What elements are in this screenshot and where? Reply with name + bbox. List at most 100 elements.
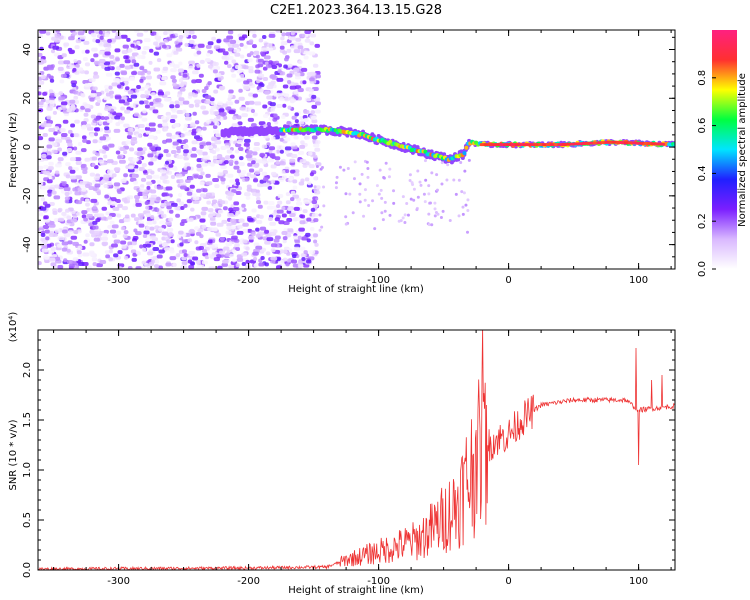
spectrogram-cell (305, 259, 312, 264)
spectrogram-cell (81, 93, 86, 98)
spectrogram-cell (74, 70, 80, 75)
spectrogram-cell (156, 185, 164, 190)
spectrogram-cell (247, 217, 254, 222)
spectrogram-cell (234, 149, 240, 154)
spectrogram-cell (309, 77, 315, 82)
spectrogram-cell (303, 199, 310, 204)
spectrogram-cell (298, 87, 304, 92)
spectrogram-cell (290, 154, 298, 159)
spectrogram-cell (159, 169, 167, 174)
spectrogram-cell (142, 195, 148, 200)
spectrogram-cell (228, 94, 233, 99)
spectrogram-cell (236, 169, 242, 174)
spectrogram-cell (75, 161, 82, 166)
spectrogram-cell (218, 108, 225, 113)
spectrogram-cell (258, 121, 266, 126)
spectrogram-cell (430, 223, 434, 227)
spectrogram-cell (145, 205, 150, 210)
spectrogram-cell (63, 60, 71, 65)
spectrogram-cell (208, 266, 215, 269)
spectrogram-cell (38, 165, 44, 170)
spectrogram-cell (136, 40, 141, 45)
spectrogram-cell (148, 122, 156, 127)
spectrogram-cell (92, 225, 99, 230)
spectrogram-cell (144, 200, 149, 205)
spectrogram-cell (149, 235, 156, 240)
spectrogram-cell (149, 226, 155, 231)
spectrogram-cell (183, 253, 188, 258)
spectrogram-cell (93, 230, 100, 235)
spectrogram-cell (50, 262, 57, 267)
spectrogram-y-label: Frequency (Hz) (8, 112, 19, 188)
spectrogram-cell (238, 96, 245, 101)
spectrogram-cell (213, 45, 221, 50)
spectrogram-cell (313, 185, 317, 189)
spectrogram-cell (220, 177, 226, 182)
spectrogram-cell (258, 38, 264, 43)
spectrogram-cell (220, 164, 227, 169)
spectrogram-cell (252, 191, 257, 196)
spectrogram-cell (239, 218, 244, 223)
spectrogram-cell (146, 181, 153, 186)
snr-background (38, 330, 675, 570)
spectrogram-cell (177, 68, 185, 73)
spectrogram-cell (388, 167, 392, 171)
spectrogram-cell (81, 214, 87, 219)
spectrogram-cell (303, 118, 309, 123)
spectrogram-cell (320, 166, 324, 170)
spectrogram-cell (74, 157, 82, 162)
spectrogram-cell (184, 162, 191, 167)
spectrogram-cell (322, 185, 326, 189)
spectrogram-cell (44, 255, 50, 260)
spectrogram-cell (49, 231, 55, 236)
spectrogram-cell (211, 36, 216, 41)
spectrogram-cell (191, 140, 198, 145)
spectrogram-cell (189, 217, 194, 222)
spectrogram-cell (290, 36, 296, 41)
spectrogram-cell (104, 66, 111, 71)
spectrogram-cell (163, 31, 168, 36)
spectrogram-cell (285, 169, 290, 174)
spectrogram-cell (85, 183, 91, 188)
spectrogram-cell (252, 33, 257, 38)
spectrogram-cell (165, 221, 172, 226)
spectrogram-cell (255, 245, 263, 250)
spectrogram-cell (360, 172, 364, 176)
spectrogram-cell (134, 126, 139, 131)
spectrogram-cell (204, 255, 210, 260)
spectrogram-cell (146, 70, 152, 75)
spectrogram-cell (287, 207, 293, 212)
spectrogram-cell (422, 192, 426, 196)
spectrogram-cell (274, 235, 281, 240)
spectrogram-cell (194, 226, 199, 231)
spectrogram-cell (157, 91, 165, 96)
spectrogram-cell (309, 41, 315, 46)
spectrogram-cell (237, 224, 243, 229)
spectrogram-cell (213, 204, 219, 209)
spectrogram-cell (113, 78, 120, 83)
spectrogram-cell (62, 236, 67, 241)
spectrogram-cell (122, 44, 130, 49)
spectrogram-cell (150, 31, 157, 36)
spectrogram-cell (68, 263, 75, 268)
spectrogram-cell (229, 139, 234, 144)
spectrogram-cell (464, 203, 468, 207)
spectrogram-cell (219, 237, 225, 242)
snr-y-tick-label: 0.5 (22, 512, 33, 528)
spectrogram-cell (103, 96, 111, 101)
spectrogram-cell (264, 90, 270, 95)
spectrogram-cell (250, 188, 258, 193)
spectrogram-cell (126, 135, 132, 140)
spectrogram-cell (276, 209, 284, 214)
spectrogram-cell (401, 195, 405, 199)
spectrogram-cell (58, 91, 64, 96)
spectrogram-cell (41, 185, 48, 190)
spectrogram-cell (298, 227, 305, 232)
spectrogram-cell (173, 167, 178, 172)
spectrogram-cell (362, 214, 366, 218)
spectrogram-cell (39, 205, 44, 210)
spectrogram-cell (239, 156, 244, 161)
spectrogram-cell (297, 45, 304, 50)
spectrogram-cell (141, 163, 147, 168)
spectrogram-cell (181, 249, 188, 254)
